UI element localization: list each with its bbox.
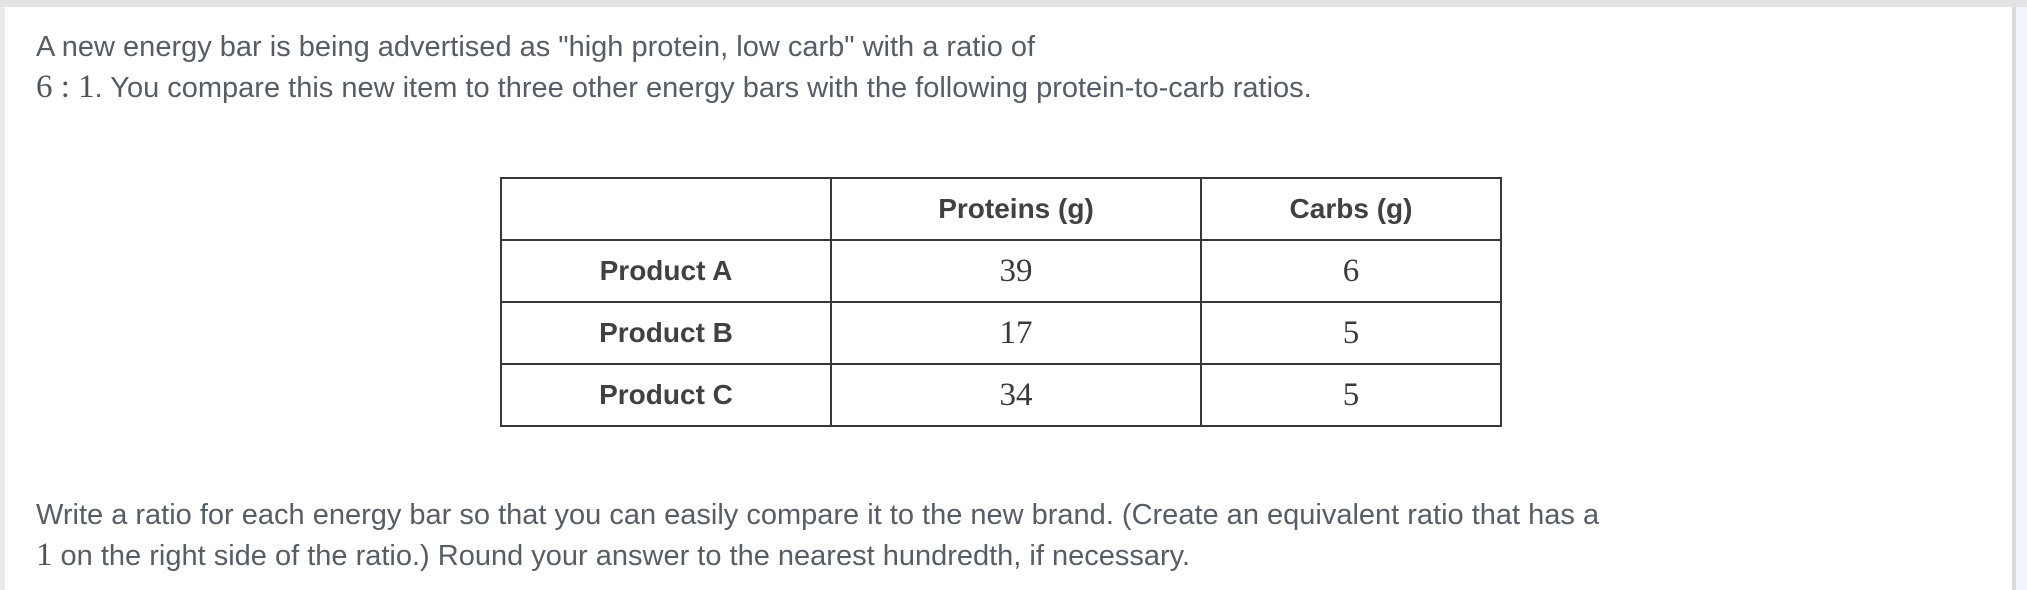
proteins-cell: 17 (830, 301, 1202, 365)
product-a-carbs-value: 6 (1342, 252, 1360, 289)
header-proteins-label: Proteins (g) (938, 193, 1094, 224)
carbs-cell: 5 (1200, 301, 1502, 365)
product-b-label: Product B (599, 317, 733, 348)
carbs-cell: 6 (1200, 239, 1502, 303)
proteins-cell: 34 (830, 363, 1202, 427)
intro-line1: A new energy bar is being advertised as … (36, 31, 1036, 63)
table-header-carbs: Carbs (g) (1200, 177, 1502, 241)
intro-line2: . You compare this new item to three oth… (94, 72, 1312, 104)
table-row: Product B 17 5 (500, 301, 1502, 365)
row-label-cell: Product B (500, 301, 832, 365)
proteins-cell: 39 (830, 239, 1202, 303)
product-b-proteins-value: 17 (999, 314, 1033, 351)
product-c-carbs-value: 5 (1342, 376, 1360, 413)
instruction-line1: Write a ratio for each energy bar so tha… (36, 499, 1600, 531)
problem-intro-paragraph: A new energy bar is being advertised as … (36, 27, 1312, 108)
one-math-token: 1 (36, 537, 53, 573)
product-c-label: Product C (599, 379, 733, 410)
table-row: Product A 39 6 (500, 239, 1502, 303)
protein-carb-table: Proteins (g) Carbs (g) Product A 39 6 Pr… (500, 177, 1502, 427)
table-header-row: Proteins (g) Carbs (g) (500, 177, 1502, 241)
problem-instruction-paragraph: Write a ratio for each energy bar so tha… (36, 495, 1599, 576)
table-row: Product C 34 5 (500, 363, 1502, 427)
row-label-cell: Product C (500, 363, 832, 427)
header-carbs-label: Carbs (g) (1289, 193, 1413, 224)
product-c-proteins-value: 34 (999, 376, 1033, 413)
product-b-carbs-value: 5 (1342, 314, 1360, 351)
instruction-line2: on the right side of the ratio.) Round y… (52, 540, 1191, 572)
product-a-proteins-value: 39 (999, 252, 1033, 289)
carbs-cell: 5 (1200, 363, 1502, 427)
right-border-line (2012, 7, 2016, 590)
ratio-math-token: 6 : 1 (36, 69, 95, 105)
top-border-band (0, 0, 2027, 7)
scrollbar-gutter[interactable] (2016, 7, 2027, 590)
table-header-proteins: Proteins (g) (830, 177, 1202, 241)
row-label-cell: Product A (500, 239, 832, 303)
product-a-label: Product A (599, 255, 733, 286)
table-header-empty-cell (500, 177, 832, 241)
left-border-strip (0, 7, 5, 590)
